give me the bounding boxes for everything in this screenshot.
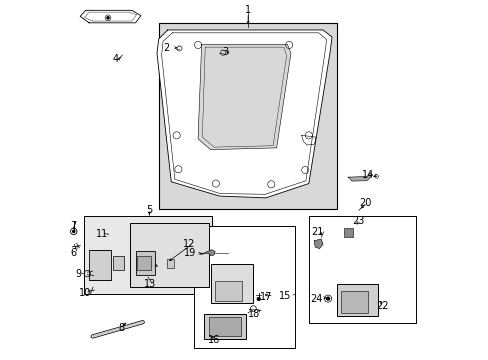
Bar xyxy=(337,284,378,316)
Bar xyxy=(137,256,151,270)
Circle shape xyxy=(326,297,329,300)
Bar xyxy=(343,228,352,237)
Text: 9: 9 xyxy=(76,269,81,279)
Text: 13: 13 xyxy=(143,279,156,289)
Circle shape xyxy=(256,297,261,301)
Text: 14: 14 xyxy=(361,170,373,180)
Bar xyxy=(159,23,337,208)
Text: 6: 6 xyxy=(71,248,77,258)
Polygon shape xyxy=(313,239,323,249)
Text: 21: 21 xyxy=(311,227,323,237)
Bar xyxy=(194,226,294,348)
Bar xyxy=(308,216,415,323)
Text: 17: 17 xyxy=(260,292,272,302)
Circle shape xyxy=(107,17,109,19)
Bar xyxy=(135,251,155,275)
Bar xyxy=(83,216,212,294)
Text: 10: 10 xyxy=(79,288,91,297)
Text: 16: 16 xyxy=(207,335,220,345)
Text: 8: 8 xyxy=(118,323,124,333)
Bar xyxy=(113,256,124,270)
Text: 19: 19 xyxy=(183,248,196,258)
Polygon shape xyxy=(201,249,215,256)
Bar xyxy=(166,258,174,267)
Bar xyxy=(204,314,245,339)
Text: 18: 18 xyxy=(248,309,260,319)
Bar xyxy=(130,223,208,287)
Polygon shape xyxy=(80,10,141,23)
Circle shape xyxy=(73,230,75,233)
Bar xyxy=(89,249,110,280)
Text: 7: 7 xyxy=(70,221,77,231)
Text: 23: 23 xyxy=(352,216,364,226)
Polygon shape xyxy=(347,173,372,181)
Bar xyxy=(215,281,242,301)
Text: 11: 11 xyxy=(95,229,107,239)
Polygon shape xyxy=(198,44,290,150)
Bar xyxy=(208,317,241,337)
Text: 24: 24 xyxy=(309,294,322,303)
Text: 2: 2 xyxy=(163,43,169,53)
Text: 1: 1 xyxy=(244,5,251,15)
Text: 12: 12 xyxy=(183,239,195,249)
Text: 22: 22 xyxy=(375,301,387,311)
Polygon shape xyxy=(157,30,331,198)
Text: 5: 5 xyxy=(146,205,152,215)
Bar xyxy=(210,264,253,303)
Text: 15: 15 xyxy=(279,291,291,301)
Text: 4: 4 xyxy=(112,54,118,64)
Text: 3: 3 xyxy=(222,47,228,57)
Text: 20: 20 xyxy=(358,198,371,208)
Bar xyxy=(340,292,367,313)
